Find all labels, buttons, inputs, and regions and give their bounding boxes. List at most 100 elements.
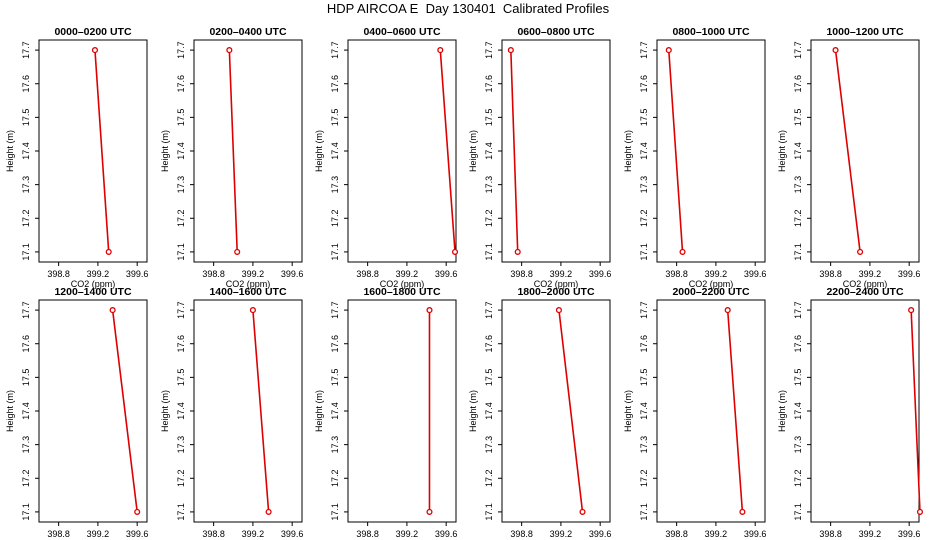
x-tick-label: 398.8 bbox=[819, 529, 842, 539]
y-axis-label: Height (m) bbox=[5, 130, 15, 172]
x-axis-label: CO2 (ppm) bbox=[843, 279, 888, 289]
data-point bbox=[724, 307, 731, 314]
y-tick-label: 17.1 bbox=[21, 243, 31, 261]
x-tick-label: 399.2 bbox=[705, 529, 728, 539]
plot-frame bbox=[501, 39, 611, 263]
plot-frame bbox=[38, 39, 148, 263]
y-tick-label: 17.6 bbox=[176, 75, 186, 93]
panel-title: 1200–1400 UTC bbox=[54, 286, 131, 298]
x-tick-label: 399.2 bbox=[396, 269, 419, 279]
y-tick-label: 17.6 bbox=[176, 335, 186, 353]
y-axis-label: Height (m) bbox=[623, 130, 633, 172]
data-point bbox=[857, 248, 864, 255]
x-tick-label: 399.6 bbox=[435, 529, 458, 539]
data-point bbox=[91, 47, 99, 54]
y-tick-label: 17.6 bbox=[793, 335, 803, 353]
y-tick-label: 17.4 bbox=[484, 402, 494, 420]
data-point bbox=[426, 508, 433, 515]
y-axis-label: Height (m) bbox=[777, 130, 787, 172]
y-tick-label: 17.7 bbox=[484, 301, 494, 319]
profile-line bbox=[94, 50, 110, 252]
y-tick-label: 17.7 bbox=[484, 41, 494, 59]
plot-frame bbox=[810, 299, 920, 523]
y-tick-label: 17.3 bbox=[793, 436, 803, 454]
profile-line bbox=[111, 309, 138, 513]
y-tick-label: 17.1 bbox=[793, 243, 803, 261]
x-axis-label: CO2 (ppm) bbox=[380, 279, 425, 289]
y-tick-label: 17.5 bbox=[484, 369, 494, 387]
y-tick-label: 17.5 bbox=[176, 369, 186, 387]
data-point bbox=[265, 508, 272, 515]
y-axis-label: Height (m) bbox=[468, 130, 478, 172]
y-tick-label: 17.4 bbox=[793, 142, 803, 160]
panel-title: 1800–2000 UTC bbox=[517, 286, 594, 298]
y-tick-label: 17.3 bbox=[484, 176, 494, 194]
y-tick-label: 17.4 bbox=[639, 142, 649, 160]
x-tick-label: 398.8 bbox=[510, 269, 533, 279]
plot-frame bbox=[193, 39, 303, 263]
y-tick-label: 17.2 bbox=[484, 210, 494, 228]
x-tick-label: 399.2 bbox=[396, 529, 419, 539]
y-tick-label: 17.1 bbox=[330, 243, 340, 261]
y-axis-label: Height (m) bbox=[160, 130, 170, 172]
x-tick-label: 399.2 bbox=[87, 529, 110, 539]
x-tick-label: 399.2 bbox=[87, 269, 110, 279]
x-tick-label: 398.8 bbox=[47, 269, 70, 279]
x-tick-label: 399.6 bbox=[589, 269, 612, 279]
y-tick-label: 17.3 bbox=[176, 176, 186, 194]
y-tick-label: 17.6 bbox=[330, 335, 340, 353]
y-axis-label: Height (m) bbox=[468, 390, 478, 432]
plot-frame bbox=[347, 39, 457, 263]
x-tick-label: 399.6 bbox=[898, 269, 921, 279]
y-tick-label: 17.7 bbox=[639, 41, 649, 59]
y-tick-label: 17.5 bbox=[639, 109, 649, 127]
data-point bbox=[916, 508, 924, 515]
plot-frame bbox=[347, 299, 457, 523]
y-tick-label: 17.5 bbox=[793, 369, 803, 387]
profile-line bbox=[726, 310, 744, 512]
y-tick-label: 17.2 bbox=[639, 470, 649, 488]
x-tick-label: 399.6 bbox=[744, 529, 767, 539]
chart-panel-1: 0000–0200 UTC 398.8 399.2 399.6 CO2 (ppm) 17.… bbox=[5, 26, 148, 289]
profile-line bbox=[558, 309, 584, 513]
y-tick-label: 17.1 bbox=[484, 503, 494, 521]
data-point bbox=[507, 47, 514, 54]
x-tick-label: 399.2 bbox=[242, 529, 265, 539]
page-title: HDP AIRCOA E Day 130401 Calibrated Profi… bbox=[326, 1, 610, 16]
y-tick-label: 17.7 bbox=[793, 301, 803, 319]
y-tick-label: 17.5 bbox=[793, 109, 803, 127]
y-tick-label: 17.7 bbox=[330, 301, 340, 319]
x-tick-label: 399.2 bbox=[705, 269, 728, 279]
y-tick-label: 17.3 bbox=[176, 436, 186, 454]
y-tick-label: 17.3 bbox=[484, 436, 494, 454]
y-tick-label: 17.3 bbox=[639, 176, 649, 194]
y-tick-label: 17.2 bbox=[176, 210, 186, 228]
y-tick-label: 17.4 bbox=[21, 142, 31, 160]
x-tick-label: 399.6 bbox=[281, 269, 304, 279]
profile-line bbox=[910, 310, 921, 512]
y-tick-label: 17.4 bbox=[176, 142, 186, 160]
x-tick-label: 398.8 bbox=[356, 529, 379, 539]
plot-frame bbox=[656, 39, 766, 263]
data-point bbox=[579, 508, 586, 515]
y-tick-label: 17.1 bbox=[330, 503, 340, 521]
x-tick-label: 399.2 bbox=[859, 529, 882, 539]
y-tick-label: 17.3 bbox=[639, 436, 649, 454]
y-axis-label: Height (m) bbox=[160, 390, 170, 432]
x-tick-label: 399.6 bbox=[898, 529, 921, 539]
panel-title: 0400–0600 UTC bbox=[363, 26, 440, 38]
y-tick-label: 17.1 bbox=[639, 243, 649, 261]
y-tick-label: 17.5 bbox=[639, 369, 649, 387]
x-axis-label: CO2 (ppm) bbox=[226, 279, 271, 289]
x-tick-label: 398.8 bbox=[47, 529, 70, 539]
y-tick-label: 17.2 bbox=[639, 210, 649, 228]
panel-title: 0800–1000 UTC bbox=[672, 26, 749, 38]
y-tick-label: 17.6 bbox=[21, 335, 31, 353]
panel-title: 1400–1600 UTC bbox=[209, 286, 286, 298]
x-tick-label: 398.8 bbox=[665, 269, 688, 279]
